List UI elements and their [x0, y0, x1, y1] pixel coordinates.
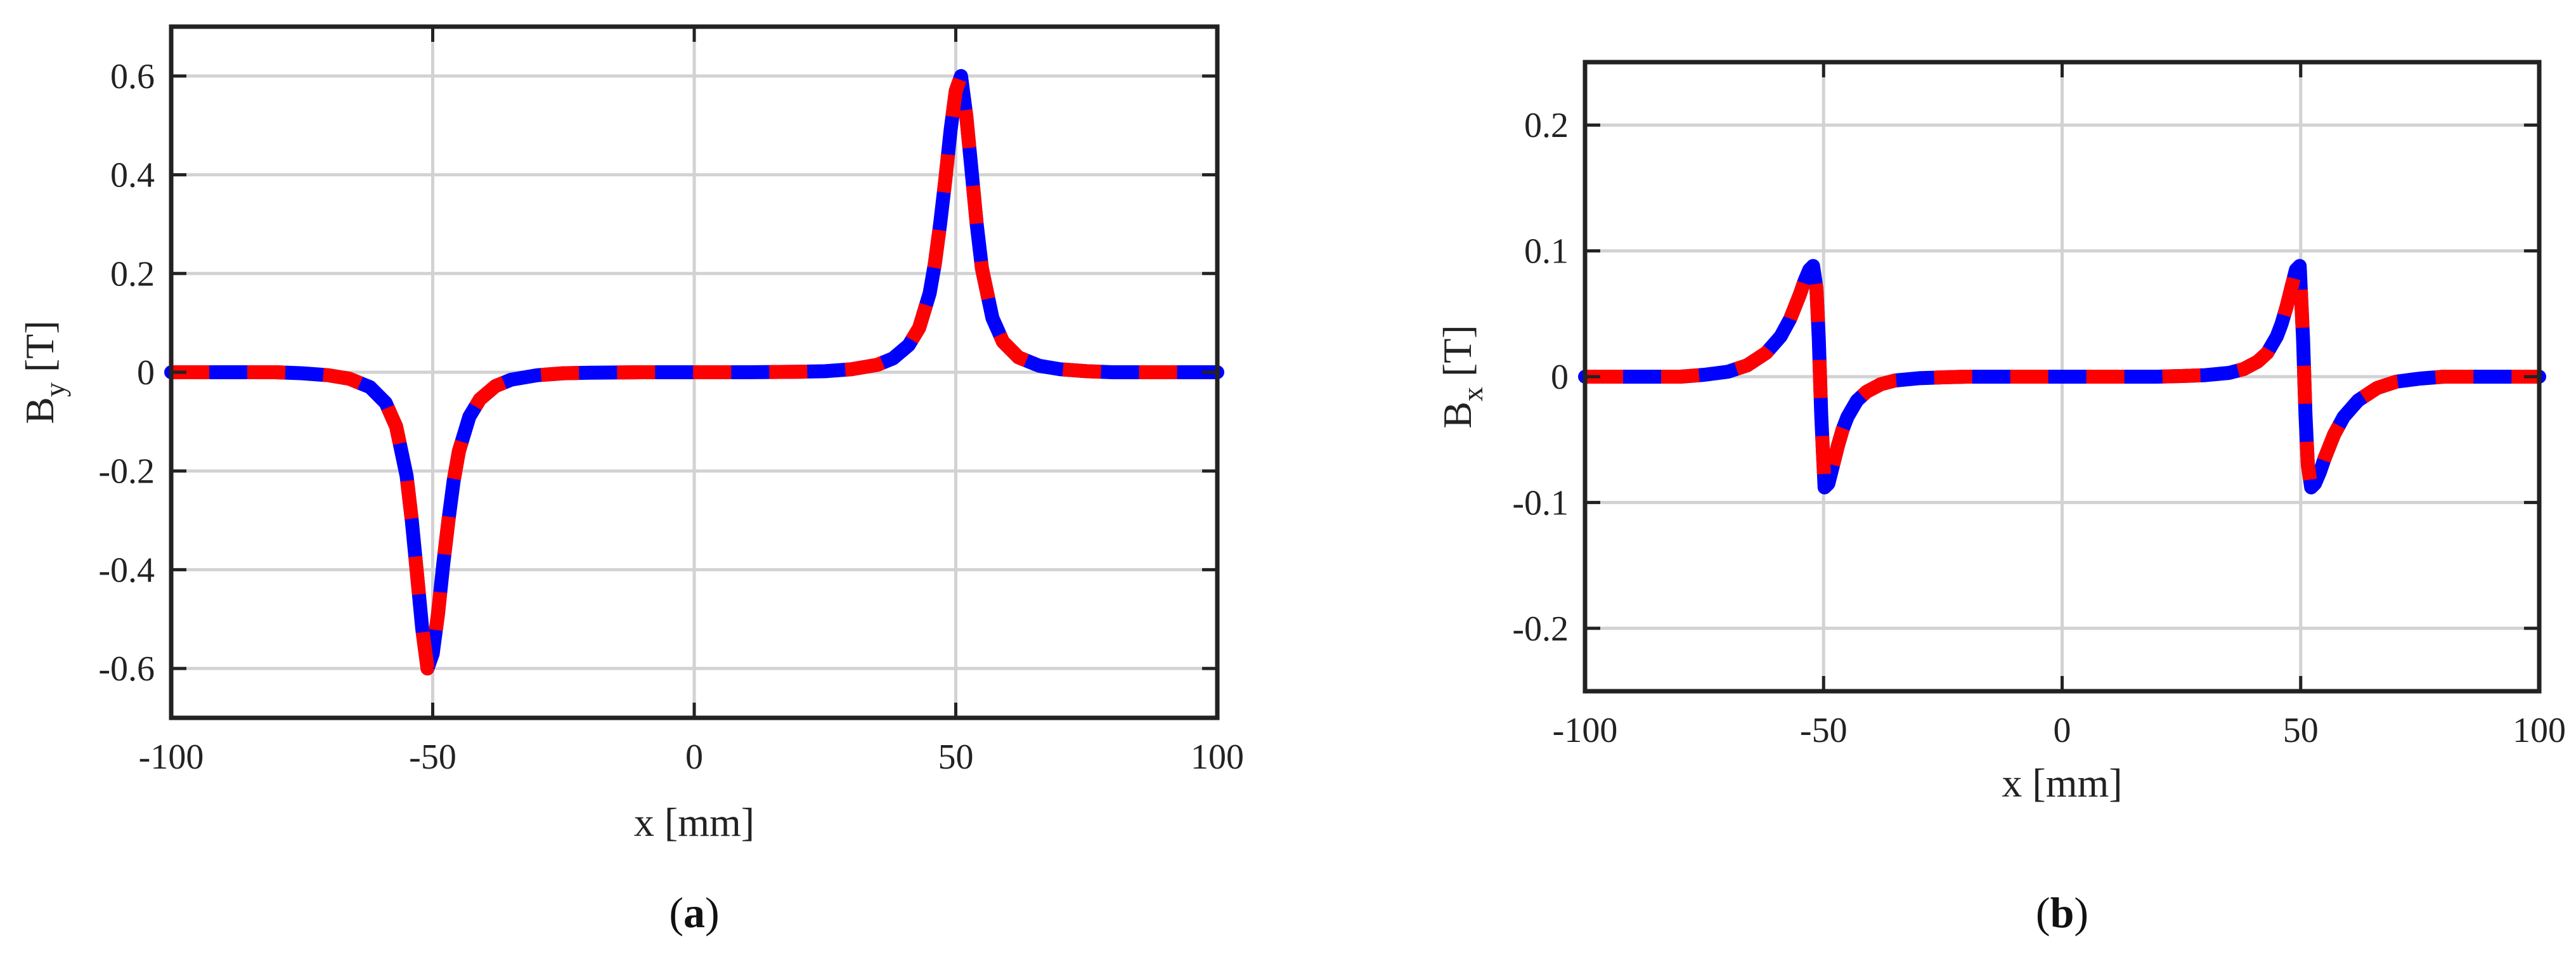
- solid-series-line: [1578, 259, 2546, 495]
- x-tick-label: 0: [2054, 711, 2071, 750]
- y-tick-label: 0.4: [110, 156, 155, 195]
- y-axis-label-unit: [T]: [1435, 325, 1480, 387]
- y-axis-label-symbol: B: [1435, 401, 1480, 429]
- panel-label-open: (: [669, 888, 683, 937]
- chart-panel-a: -100 -50 0 50 100 -0.6 -0.4 -0.2 0 0.2 0.4 0.6 x [mm…: [17, 24, 1244, 937]
- y-tick-label: -0.4: [98, 550, 155, 590]
- x-tick-label: -100: [139, 738, 204, 777]
- y-axis-label-subscript: y: [39, 382, 71, 397]
- x-tick-label: -50: [1800, 711, 1848, 750]
- panel-label-open: (: [2036, 888, 2050, 937]
- x-tick-label: 100: [1191, 738, 1244, 777]
- panel-label: (a): [669, 888, 719, 937]
- y-tick-label: -0.1: [1512, 483, 1569, 523]
- x-tick-label: 0: [685, 738, 703, 777]
- chart-panel-b: -100 -50 0 50 100 -0.2 -0.1 0 0.1 0.2 x [mm] Bx [T]…: [1435, 60, 2566, 937]
- y-tick-label: -0.6: [98, 649, 155, 689]
- x-tick-label: 50: [938, 738, 974, 777]
- panel-label: (b): [2036, 888, 2088, 937]
- y-axis-label: Bx [T]: [1435, 325, 1489, 428]
- x-tick-label: 50: [2283, 711, 2319, 750]
- y-axis-label: By [T]: [17, 320, 71, 424]
- y-tick-label: 0: [137, 353, 155, 393]
- y-axis-label-subscript: x: [1456, 387, 1489, 401]
- dashed-series-line: [171, 68, 1217, 676]
- x-tick-label: -100: [1553, 711, 1618, 750]
- y-tick-label: 0.2: [1524, 106, 1569, 145]
- x-tick-label: -50: [409, 738, 456, 777]
- y-tick-label: 0.1: [1524, 232, 1569, 271]
- y-tick-label: 0: [1551, 358, 1569, 397]
- panel-label-letter: a: [683, 888, 705, 937]
- y-axis-label-symbol: B: [17, 397, 62, 424]
- panel-label-close: ): [2074, 888, 2088, 937]
- x-tick-label: 100: [2513, 711, 2566, 750]
- y-tick-label: 0.6: [110, 57, 155, 96]
- panel-label-letter: b: [2050, 888, 2074, 937]
- y-tick-label: 0.2: [110, 254, 155, 294]
- y-tick-label: -0.2: [1512, 609, 1569, 649]
- x-axis-label: x [mm]: [634, 800, 754, 845]
- y-axis-label-unit: [T]: [17, 320, 62, 382]
- y-tick-label: -0.2: [98, 452, 155, 491]
- x-axis-label: x [mm]: [2002, 760, 2122, 805]
- panel-label-close: ): [705, 888, 720, 937]
